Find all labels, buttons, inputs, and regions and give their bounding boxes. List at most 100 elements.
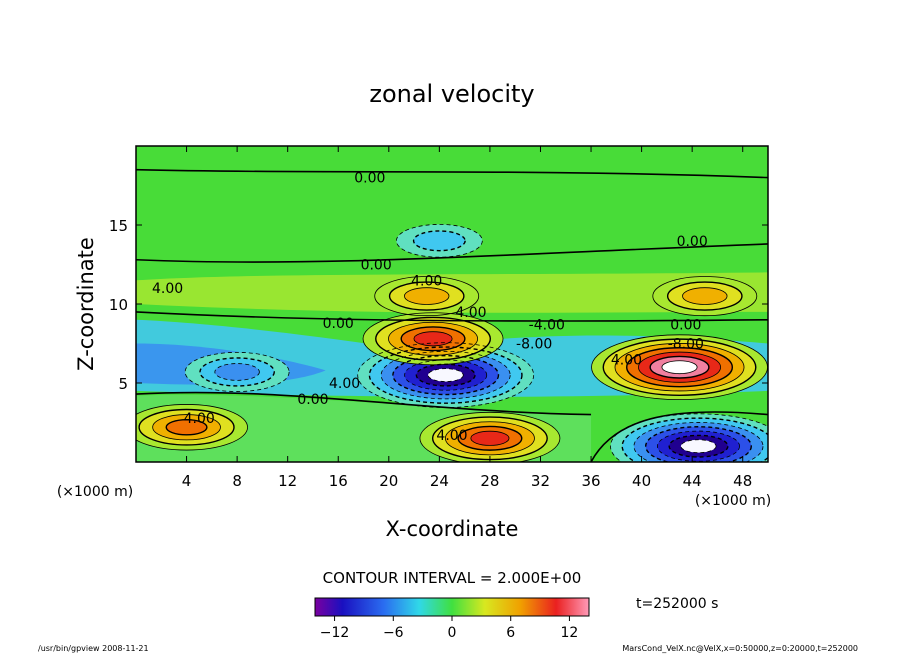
x-tick-label: 20 <box>379 472 398 490</box>
contour-label: 4.00 <box>411 273 442 289</box>
contour-line <box>136 404 248 451</box>
contour-label: -8.00 <box>668 337 704 353</box>
contour-line <box>362 312 504 366</box>
x-tick-label: 48 <box>733 472 752 490</box>
contour-line <box>666 281 743 311</box>
field-cell <box>166 419 207 435</box>
field-cell <box>214 363 260 381</box>
y-tick-label: 10 <box>109 296 128 314</box>
contour-line <box>610 413 768 462</box>
contour-line <box>444 421 535 456</box>
x-tick-label: 44 <box>683 472 702 490</box>
x-tick-label: 32 <box>531 472 550 490</box>
contour-line <box>380 350 511 400</box>
contour-line <box>392 354 500 396</box>
contour-line <box>404 359 488 391</box>
x-unit-label: (×1000 m) <box>695 493 771 509</box>
field-cell <box>404 287 450 305</box>
contour-line <box>412 230 466 252</box>
contour-line <box>400 326 466 352</box>
colorbar-tick-label: 0 <box>448 625 457 641</box>
plot-area: 0.00 0.00 0.00 4.00 4.00 4.00 0.00 -4.00 0.00 -8.… <box>136 146 768 462</box>
contour-label: 0.00 <box>670 318 701 334</box>
contour-line <box>165 418 208 436</box>
contour-line <box>419 411 561 462</box>
contour-line <box>680 439 717 454</box>
contour-line <box>413 331 453 347</box>
contour-line <box>388 321 478 356</box>
contour-line <box>602 338 757 396</box>
contour-line <box>214 363 260 381</box>
colorbar <box>314 597 590 617</box>
contour-label: -8.00 <box>516 337 552 353</box>
contour-line <box>626 347 734 388</box>
contour-line <box>657 430 740 462</box>
contour-line <box>427 368 464 382</box>
contour-line <box>682 287 728 305</box>
contour-line-zero <box>136 311 768 322</box>
contour-line <box>649 355 710 379</box>
contour-line-zero <box>136 243 768 263</box>
contour-label: -4.00 <box>529 318 565 334</box>
contour-line <box>661 360 698 375</box>
colorbar-tick-label: 12 <box>561 625 579 641</box>
contour-line <box>138 408 235 446</box>
contour-line-zero <box>136 168 768 179</box>
contour-label: 4.00 <box>611 352 642 368</box>
contour-label: 4.00 <box>152 281 183 297</box>
y-axis-label: Z-coordinate <box>74 237 98 371</box>
contour-line <box>652 276 758 317</box>
contour-line <box>470 430 510 446</box>
field-cell <box>413 331 453 346</box>
contour-line <box>457 425 523 451</box>
contour-line-zero <box>590 411 768 462</box>
contour-label: 0.00 <box>354 171 385 187</box>
x-tick-label: 28 <box>480 472 499 490</box>
x-tick-label: 4 <box>182 472 192 490</box>
y-tick-label: 15 <box>109 217 128 235</box>
x-tick-label: 16 <box>329 472 348 490</box>
field-cell <box>680 439 717 453</box>
x-tick-label: 12 <box>278 472 297 490</box>
colorbar-tick-label: −6 <box>383 625 404 641</box>
x-tick-label: 40 <box>632 472 651 490</box>
field-cell <box>682 287 728 305</box>
x-axis-label: X-coordinate <box>386 517 519 541</box>
contour-label: 0.00 <box>361 258 392 274</box>
chart-title: zonal velocity <box>369 80 534 108</box>
contour-line <box>388 281 465 311</box>
time-text: t=252000 s <box>636 596 718 612</box>
contour-line <box>152 414 221 441</box>
contour-line <box>404 287 450 305</box>
contour-label: 4.00 <box>329 376 360 392</box>
contour-line <box>368 346 523 404</box>
contour-line <box>644 426 752 462</box>
colorbar-tick-label: 6 <box>506 625 515 641</box>
x-tick-label: 36 <box>581 472 600 490</box>
contour-line <box>638 351 721 383</box>
field-cell <box>661 360 698 374</box>
contour-label: 4.00 <box>436 428 467 444</box>
y-unit-label: (×1000 m) <box>57 484 133 500</box>
contour-label: 0.00 <box>323 316 354 332</box>
contour-label: 4.00 <box>455 305 486 321</box>
contour-line <box>614 343 745 392</box>
contour-line <box>184 351 290 392</box>
footer-left: /usr/bin/gpview 2008-11-21 <box>38 644 149 653</box>
contour-line <box>375 316 492 361</box>
contour-line <box>199 357 275 387</box>
contour-label: 0.00 <box>677 234 708 250</box>
x-tick-label: 24 <box>430 472 449 490</box>
y-tick-label: 5 <box>118 375 128 393</box>
field-cell <box>413 230 466 251</box>
contour-interval-text: CONTOUR INTERVAL = 2.000E+00 <box>323 569 582 587</box>
contour-label: 4.00 <box>184 411 215 427</box>
contour-line <box>374 276 480 317</box>
contour-line <box>633 422 764 462</box>
x-tick-label: 8 <box>232 472 242 490</box>
footer-right: MarsCond_VelX.nc@VelX,x=0:50000,z=0:2000… <box>622 644 858 653</box>
field-cell <box>470 431 510 446</box>
contour-line-zero <box>136 391 592 416</box>
field-cell <box>428 368 464 382</box>
